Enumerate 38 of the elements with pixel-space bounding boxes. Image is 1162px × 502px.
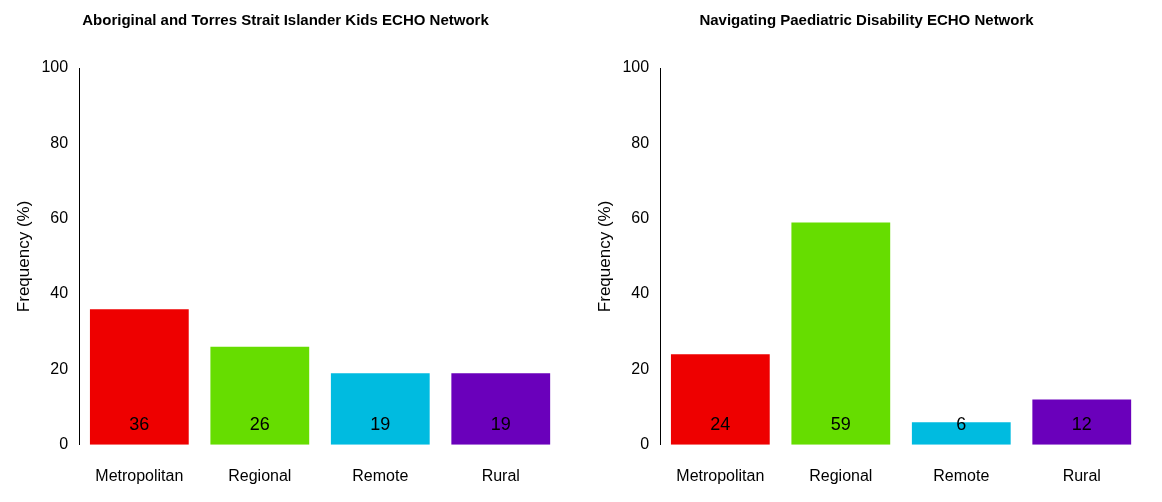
bar <box>670 354 770 445</box>
y-axis-title: Frequency (%) <box>13 200 33 313</box>
x-tick-label: Metropolitan <box>95 466 184 484</box>
data-label: 26 <box>249 413 270 434</box>
data-label: 24 <box>710 413 731 434</box>
y-tick-label: 80 <box>631 133 650 151</box>
data-label: 19 <box>490 413 511 434</box>
y-tick-label: 20 <box>50 359 69 377</box>
y-tick-label: 40 <box>50 284 69 302</box>
data-label: 12 <box>1071 413 1092 434</box>
bar <box>330 373 430 445</box>
chart-title: Navigating Paediatric Disability ECHO Network <box>699 11 1035 29</box>
y-tick-label: 40 <box>631 284 650 302</box>
bar <box>1032 399 1132 445</box>
x-tick-label: Remote <box>352 466 409 484</box>
data-label: 59 <box>830 413 851 434</box>
data-label: 36 <box>129 413 150 434</box>
x-tick-label: Rural <box>481 466 520 484</box>
y-tick-label: 0 <box>59 435 69 453</box>
y-tick-label: 0 <box>640 435 650 453</box>
bar <box>451 373 551 445</box>
bar <box>791 222 891 445</box>
y-axis-title: Frequency (%) <box>594 200 614 313</box>
y-tick-label: 60 <box>631 209 650 227</box>
bar <box>210 346 310 445</box>
data-label: 19 <box>370 413 391 434</box>
x-tick-label: Remote <box>933 466 990 484</box>
x-tick-label: Metropolitan <box>676 466 765 484</box>
y-tick-label: 20 <box>631 359 650 377</box>
y-tick-label: 100 <box>41 58 69 76</box>
chart-title: Aboriginal and Torres Strait Islander Kids ECHO Network <box>82 11 490 29</box>
bar <box>89 309 189 445</box>
y-tick-label: 100 <box>622 58 650 76</box>
y-tick-label: 80 <box>50 133 69 151</box>
x-tick-label: Regional <box>228 466 292 484</box>
y-tick-label: 60 <box>50 209 69 227</box>
x-tick-label: Rural <box>1062 466 1101 484</box>
x-tick-label: Regional <box>809 466 873 484</box>
